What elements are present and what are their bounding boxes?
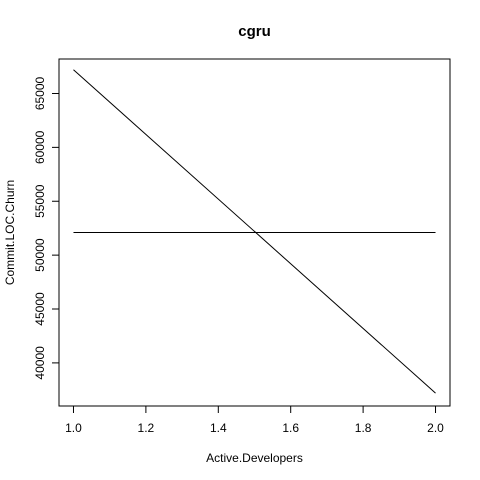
series-layer xyxy=(73,69,436,394)
chart-title: cgru xyxy=(238,23,271,40)
y-tick-label: 60000 xyxy=(33,130,47,164)
y-tick-label: 45000 xyxy=(33,292,47,326)
series-line-1 xyxy=(73,69,436,394)
x-tick-label: 1.4 xyxy=(210,421,227,435)
y-tick-label: 40000 xyxy=(33,346,47,380)
x-tick-label: 1.6 xyxy=(282,421,299,435)
y-axis-label: Commit.LOC.Churn xyxy=(3,180,17,285)
y-tick-label: 50000 xyxy=(33,238,47,272)
y-axis: 40000 45000 50000 55000 60000 65000 xyxy=(33,76,60,380)
x-tick-label: 1.2 xyxy=(138,421,155,435)
x-axis: 1.0 1.2 1.4 1.6 1.8 2.0 xyxy=(65,405,444,435)
x-tick-label: 2.0 xyxy=(427,421,444,435)
x-axis-label: Active.Developers xyxy=(206,451,303,465)
y-tick-label: 65000 xyxy=(33,76,47,110)
x-tick-label: 1.8 xyxy=(355,421,372,435)
x-tick-label: 1.0 xyxy=(65,421,82,435)
y-tick-label: 55000 xyxy=(33,184,47,218)
